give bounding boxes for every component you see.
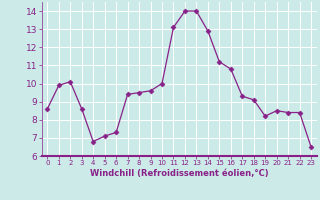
X-axis label: Windchill (Refroidissement éolien,°C): Windchill (Refroidissement éolien,°C) xyxy=(90,169,268,178)
